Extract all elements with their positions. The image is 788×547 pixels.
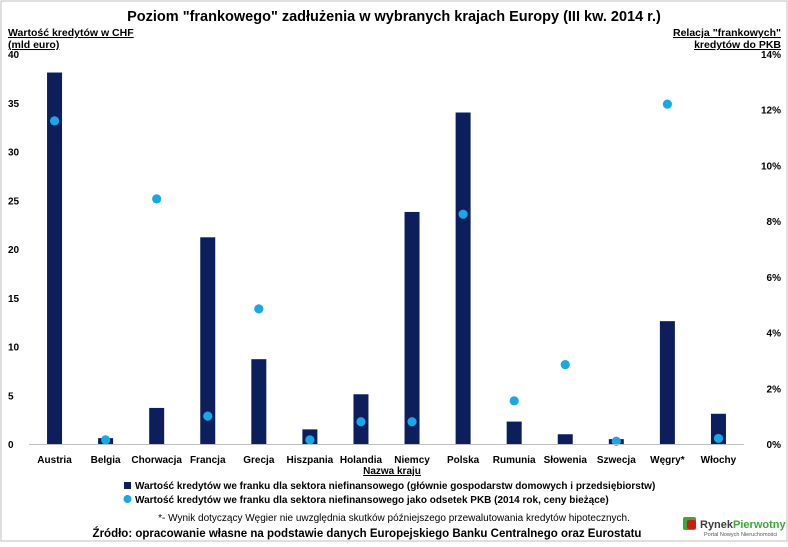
dot bbox=[713, 433, 724, 444]
legend-dot-label: Wartość kredytów we franku dla sektora n… bbox=[135, 495, 609, 506]
dot bbox=[560, 360, 570, 370]
y-right-tick-label: 14% bbox=[761, 50, 781, 61]
y-left-tick-label: 30 bbox=[8, 148, 20, 159]
y-right-title-line1: Relacja "frankowych" bbox=[673, 27, 781, 39]
y-right-tick-label: 6% bbox=[767, 273, 782, 284]
bar bbox=[404, 211, 420, 444]
dot bbox=[509, 396, 519, 406]
bar bbox=[557, 434, 573, 444]
legend-dot-marker bbox=[123, 495, 132, 503]
legend-bar-marker bbox=[124, 482, 131, 489]
bar bbox=[149, 407, 165, 444]
y-right-tick-label: 10% bbox=[761, 161, 781, 172]
bar bbox=[455, 112, 471, 444]
bar bbox=[47, 72, 63, 445]
y-right-tick-label: 4% bbox=[767, 329, 782, 340]
y-left-tick-label: 40 bbox=[8, 50, 20, 61]
y-left-tick-label: 15 bbox=[8, 294, 20, 305]
x-category-label: Rumunia bbox=[493, 455, 536, 466]
y-right-tick-label: 2% bbox=[767, 384, 782, 395]
x-category-label: Szwecja bbox=[597, 455, 636, 466]
x-category-label: Hiszpania bbox=[287, 455, 334, 466]
y-right-title-line2: kredytów do PKB bbox=[694, 39, 781, 51]
dot bbox=[611, 436, 621, 446]
x-category-label: Belgia bbox=[91, 455, 121, 466]
x-category-label: Francja bbox=[190, 455, 226, 466]
y-left-tick-label: 10 bbox=[8, 343, 20, 354]
legend: Wartość kredytów we franku dla sektora n… bbox=[123, 481, 655, 506]
x-category-label: Niemcy bbox=[394, 455, 430, 466]
logo-tagline: Portal Nowych Nieruchomości bbox=[704, 532, 777, 538]
x-category-label: Chorwacja bbox=[131, 455, 182, 466]
legend-bar-label: Wartość kredytów we franku dla sektora n… bbox=[135, 481, 655, 492]
x-category-label: Polska bbox=[447, 455, 480, 466]
logo: RynekPierwotny Portal Nowych Nieruchomoś… bbox=[683, 517, 786, 538]
dot bbox=[458, 209, 468, 219]
y-left-ticks: 0 5 10 15 20 25 30 35 40 bbox=[8, 50, 20, 451]
dot bbox=[662, 99, 672, 109]
y-left-title-line2: (mld euro) bbox=[8, 39, 59, 51]
dot bbox=[305, 435, 315, 445]
y-left-tick-label: 5 bbox=[8, 391, 14, 402]
y-right-tick-label: 0% bbox=[767, 440, 782, 451]
x-category-label: Włochy bbox=[701, 455, 737, 466]
y-left-tick-label: 35 bbox=[8, 99, 20, 110]
dot bbox=[203, 411, 213, 421]
x-category-labels: Austria Belgia Chorwacja Francja Grecja Hiszp… bbox=[37, 455, 736, 466]
dot bbox=[152, 194, 162, 204]
y-left-title-line1: Wartość kredytów w CHF bbox=[8, 27, 134, 39]
bar-series bbox=[47, 72, 726, 445]
y-right-tick-label: 8% bbox=[767, 217, 782, 228]
source-note: Źródło: opracowanie własne na podstawie … bbox=[93, 527, 642, 540]
dot bbox=[254, 304, 264, 314]
bar bbox=[200, 237, 216, 444]
dot bbox=[356, 417, 366, 427]
bar bbox=[659, 321, 675, 444]
y-left-tick-label: 25 bbox=[8, 196, 20, 207]
x-category-label: Słowenia bbox=[544, 455, 588, 466]
dot bbox=[49, 116, 60, 126]
bar bbox=[251, 359, 267, 444]
chart-title: Poziom "frankowego" zadłużenia w wybrany… bbox=[127, 9, 661, 25]
y-right-tick-label: 12% bbox=[761, 106, 781, 117]
dot-series bbox=[49, 99, 724, 446]
bar bbox=[506, 421, 522, 444]
logo-text: RynekPierwotny bbox=[700, 519, 786, 531]
y-right-ticks: 0% 2% 4% 6% 8% 10% 12% 14% bbox=[761, 50, 781, 451]
dot bbox=[407, 417, 417, 427]
footnote: *- Wynik dotyczący Węgier nie uwzględnia… bbox=[158, 513, 630, 524]
dot bbox=[101, 435, 111, 445]
x-category-label: Grecja bbox=[243, 455, 275, 466]
x-category-label: Austria bbox=[37, 455, 72, 466]
x-axis-title: Nazwa kraju bbox=[363, 466, 421, 477]
y-left-tick-label: 0 bbox=[8, 440, 14, 451]
y-left-tick-label: 20 bbox=[8, 245, 20, 256]
x-category-label: Węgry* bbox=[650, 455, 685, 466]
x-category-label: Holandia bbox=[340, 455, 383, 466]
